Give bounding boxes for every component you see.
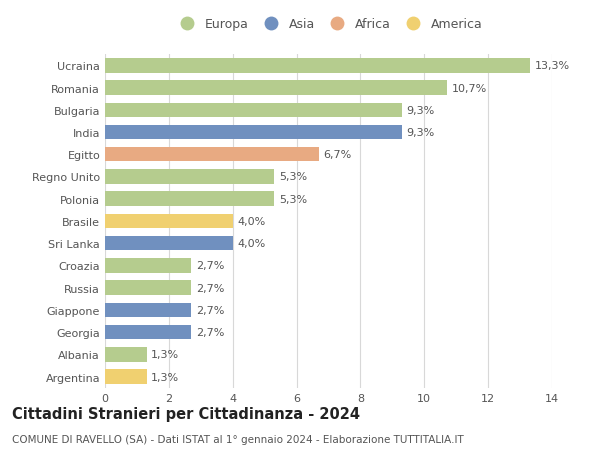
Text: 10,7%: 10,7%	[451, 84, 487, 93]
Bar	[105, 303, 191, 318]
Text: 4,0%: 4,0%	[238, 239, 266, 249]
Text: 13,3%: 13,3%	[535, 61, 569, 71]
Bar	[105, 81, 446, 95]
Text: 6,7%: 6,7%	[324, 150, 352, 160]
Bar	[105, 103, 402, 118]
Text: 2,7%: 2,7%	[196, 261, 224, 271]
Bar	[105, 59, 530, 73]
Text: 5,3%: 5,3%	[279, 194, 307, 204]
Text: 1,3%: 1,3%	[151, 350, 179, 359]
Bar	[105, 369, 146, 384]
Bar	[105, 170, 274, 185]
Legend: Europa, Asia, Africa, America: Europa, Asia, Africa, America	[175, 18, 482, 31]
Bar	[105, 214, 233, 229]
Text: 2,7%: 2,7%	[196, 327, 224, 337]
Bar	[105, 347, 146, 362]
Text: 2,7%: 2,7%	[196, 305, 224, 315]
Text: 4,0%: 4,0%	[238, 217, 266, 226]
Text: 5,3%: 5,3%	[279, 172, 307, 182]
Text: 9,3%: 9,3%	[407, 128, 435, 138]
Text: 9,3%: 9,3%	[407, 106, 435, 116]
Bar	[105, 325, 191, 340]
Bar	[105, 192, 274, 207]
Bar	[105, 148, 319, 162]
Text: 2,7%: 2,7%	[196, 283, 224, 293]
Bar	[105, 236, 233, 251]
Bar	[105, 258, 191, 273]
Bar	[105, 281, 191, 295]
Text: COMUNE DI RAVELLO (SA) - Dati ISTAT al 1° gennaio 2024 - Elaborazione TUTTITALIA: COMUNE DI RAVELLO (SA) - Dati ISTAT al 1…	[12, 434, 464, 444]
Text: Cittadini Stranieri per Cittadinanza - 2024: Cittadini Stranieri per Cittadinanza - 2…	[12, 406, 360, 421]
Text: 1,3%: 1,3%	[151, 372, 179, 382]
Bar	[105, 125, 402, 140]
